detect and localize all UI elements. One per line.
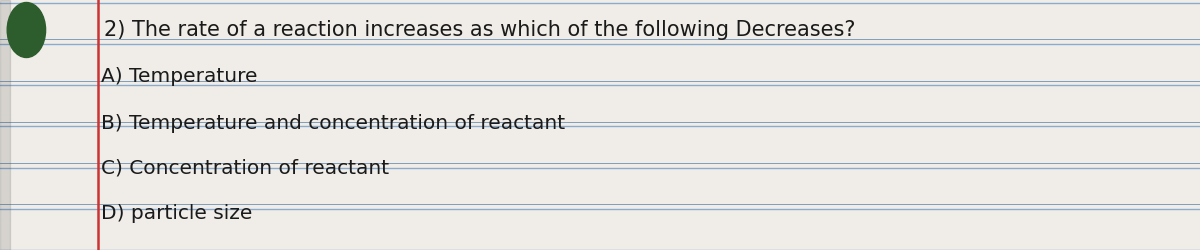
Text: B) Temperature and concentration of reactant: B) Temperature and concentration of reac… <box>101 114 565 133</box>
Ellipse shape <box>7 2 46 58</box>
Text: 2) The rate of a reaction increases as which of the following Decreases?: 2) The rate of a reaction increases as w… <box>104 20 856 40</box>
Text: C) Concentration of reactant: C) Concentration of reactant <box>101 158 389 177</box>
Text: A) Temperature: A) Temperature <box>101 67 257 86</box>
Bar <box>0 0 10 250</box>
Text: D) particle size: D) particle size <box>101 204 252 223</box>
